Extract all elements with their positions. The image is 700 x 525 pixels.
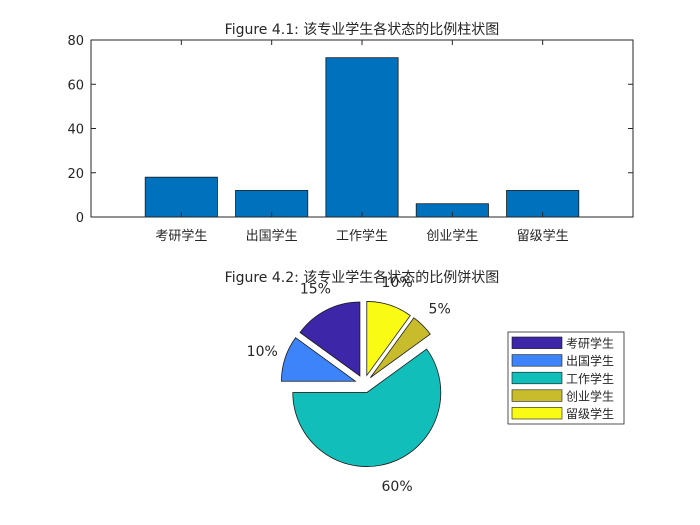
x-tick-label: 工作学生 (336, 228, 388, 244)
bar-chart-title: Figure 4.1: 该专业学生各状态的比例柱状图 (225, 22, 500, 38)
legend-label: 创业学生 (566, 388, 614, 403)
legend-swatch (511, 336, 563, 349)
x-tick-label: 出国学生 (246, 228, 298, 244)
bar-1 (144, 176, 218, 218)
x-axis: 考研学生 出国学生 工作学生 创业学生 留级学生 (155, 40, 569, 244)
pie-slice-1 (299, 301, 361, 377)
bar-3 (325, 57, 399, 218)
bar-plot-frame (90, 39, 634, 218)
pie-chart: Figure 4.2: 该专业学生各状态的比例饼状图 15% 10% 60% 5% 10… (225, 270, 625, 495)
x-tick-label: 留级学生 (517, 228, 569, 244)
legend-swatch (511, 407, 563, 420)
legend-label: 工作学生 (566, 371, 614, 386)
pie-percent-label: 5% (429, 301, 451, 317)
pie-slice-2 (281, 337, 357, 382)
legend-swatch (511, 354, 563, 367)
pie-percent-label: 10% (247, 344, 278, 360)
pie-slice-3 (292, 348, 442, 467)
y-tick-label: 80 (67, 34, 84, 49)
pie-percent-label: 15% (300, 282, 331, 298)
pie-slice-5 (366, 301, 411, 377)
legend-swatch (511, 371, 563, 385)
legend-label: 留级学生 (566, 406, 614, 421)
pie-percent-label: 60% (382, 479, 413, 495)
pie-layer (281, 301, 442, 467)
y-tick-label: 0 (76, 211, 84, 226)
pie-percent-label: 10% (382, 275, 413, 291)
legend-label: 出国学生 (566, 353, 614, 368)
x-tick-label: 创业学生 (426, 228, 478, 244)
pie-chart-title: Figure 4.2: 该专业学生各状态的比例饼状图 (225, 270, 500, 286)
bar-chart: Figure 4.1: 该专业学生各状态的比例柱状图 0 20 40 60 80 考研学… (67, 22, 634, 244)
legend-label: 考研学生 (566, 336, 614, 351)
y-tick-label: 20 (67, 167, 84, 182)
y-tick-label: 40 (67, 123, 84, 138)
bar-layer (144, 57, 580, 218)
y-tick-label: 60 (67, 78, 84, 93)
legend-swatch (511, 389, 563, 402)
pie-percent-labels: 15% 10% 60% 5% 10% (247, 275, 451, 495)
x-tick-label: 考研学生 (155, 228, 207, 244)
pie-slice-4 (370, 317, 431, 378)
